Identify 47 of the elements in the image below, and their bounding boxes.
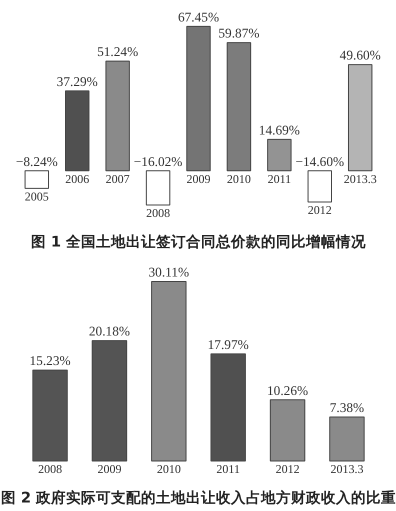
data-label: −16.02% bbox=[134, 154, 182, 169]
data-label: 10.26% bbox=[267, 382, 308, 398]
x-tick-label: 2012 bbox=[276, 462, 300, 476]
data-label: 37.29% bbox=[56, 74, 98, 89]
x-tick-label: 2012 bbox=[308, 203, 332, 218]
x-tick-label: 2008 bbox=[146, 206, 170, 220]
x-tick-label: 2010 bbox=[156, 462, 181, 476]
x-tick-label: 2011 bbox=[216, 462, 240, 476]
x-tick-label: 2008 bbox=[38, 462, 62, 476]
bar bbox=[32, 370, 68, 462]
x-tick-label: 2005 bbox=[24, 189, 49, 204]
x-tick-label: 2006 bbox=[65, 172, 90, 186]
x-tick-label: 2009 bbox=[97, 462, 122, 476]
x-tick-label: 2007 bbox=[106, 172, 130, 186]
bar bbox=[24, 170, 50, 189]
text: 图 1 全国土地出让签订合同总价款的同比增幅情况 bbox=[30, 234, 368, 250]
data-label: 17.97% bbox=[208, 336, 249, 352]
bar bbox=[329, 416, 365, 462]
data-label: 20.18% bbox=[88, 324, 130, 339]
bar bbox=[308, 170, 332, 203]
bar bbox=[186, 26, 211, 172]
bar bbox=[348, 64, 372, 172]
bar bbox=[105, 60, 130, 172]
bar bbox=[210, 353, 246, 462]
data-label: 49.60% bbox=[340, 48, 381, 63]
bar bbox=[267, 138, 292, 172]
data-label: 7.38% bbox=[330, 400, 364, 415]
bar bbox=[92, 340, 128, 462]
bar bbox=[146, 170, 170, 206]
data-label: 67.45% bbox=[178, 9, 220, 24]
data-label: 30.11% bbox=[148, 264, 190, 280]
x-tick-label: 2013.3 bbox=[330, 462, 364, 476]
text: 图 2 政府实际可支配的土地出让收入占地方财政收入的比重 bbox=[0, 488, 396, 506]
bar bbox=[226, 42, 252, 172]
bar bbox=[270, 399, 306, 462]
data-label: −14.60% bbox=[295, 154, 344, 169]
data-label: 59.87% bbox=[218, 26, 260, 41]
x-tick-label: 2013.3 bbox=[344, 172, 377, 186]
x-tick-label: 2009 bbox=[186, 172, 210, 186]
data-label: −8.24% bbox=[16, 154, 58, 169]
x-tick-label: 2010 bbox=[226, 172, 251, 186]
data-label: 15.23% bbox=[30, 353, 71, 368]
x-tick-label: 2011 bbox=[268, 172, 292, 186]
data-label: 14.69% bbox=[258, 122, 300, 138]
bar bbox=[151, 280, 187, 462]
bar bbox=[65, 90, 90, 172]
data-label: 51.24% bbox=[97, 44, 138, 60]
